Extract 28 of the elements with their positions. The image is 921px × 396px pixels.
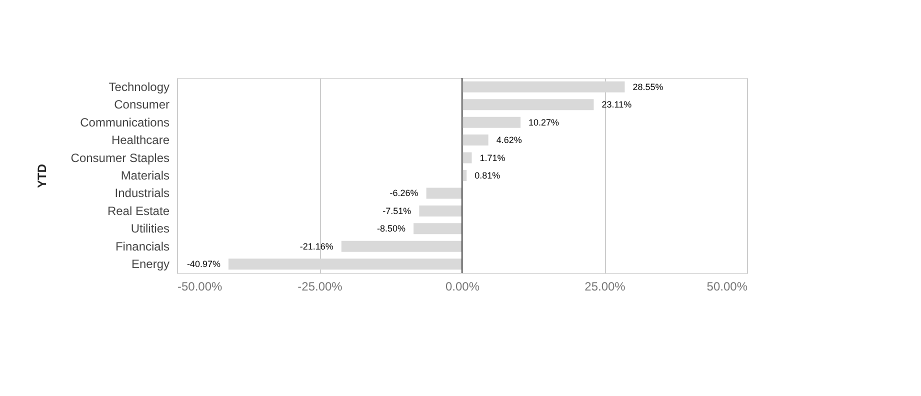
data-label: -8.50% bbox=[377, 224, 406, 234]
data-label: 0.81% bbox=[474, 170, 500, 180]
y-tick-label: Financials bbox=[115, 239, 170, 254]
data-label: -7.51% bbox=[382, 206, 412, 216]
y-tick-label: Materials bbox=[120, 168, 170, 182]
y-axis-title: YTD bbox=[34, 164, 49, 188]
data-label: 4.62% bbox=[496, 135, 522, 146]
x-tick-label: -25.00% bbox=[298, 280, 343, 294]
y-tick-label: Industrials bbox=[114, 186, 170, 200]
data-label: -40.97% bbox=[186, 259, 220, 270]
x-tick-label: 25.00% bbox=[584, 280, 626, 294]
y-tick-label: Consumer bbox=[114, 98, 170, 112]
data-label: 10.27% bbox=[528, 117, 560, 128]
x-tick-label: 50.00% bbox=[706, 280, 748, 294]
data-label: 1.71% bbox=[480, 152, 506, 163]
y-tick-label: Real Estate bbox=[107, 204, 170, 218]
y-tick-label: Technology bbox=[108, 80, 170, 94]
y-tick-label: Consumer Staples bbox=[70, 150, 170, 165]
data-label: -21.16% bbox=[300, 241, 334, 252]
y-tick-label: Communications bbox=[80, 115, 170, 130]
y-tick-label: Utilities bbox=[130, 222, 170, 236]
y-tick-label: Energy bbox=[131, 257, 170, 272]
data-label: 28.55% bbox=[632, 82, 664, 92]
x-tick-label: -50.00% bbox=[178, 280, 223, 294]
x-tick-label: 0.00% bbox=[445, 280, 480, 294]
y-tick-label: Healthcare bbox=[111, 133, 170, 148]
data-label: -6.26% bbox=[390, 188, 418, 198]
data-label: 23.11% bbox=[602, 100, 632, 110]
